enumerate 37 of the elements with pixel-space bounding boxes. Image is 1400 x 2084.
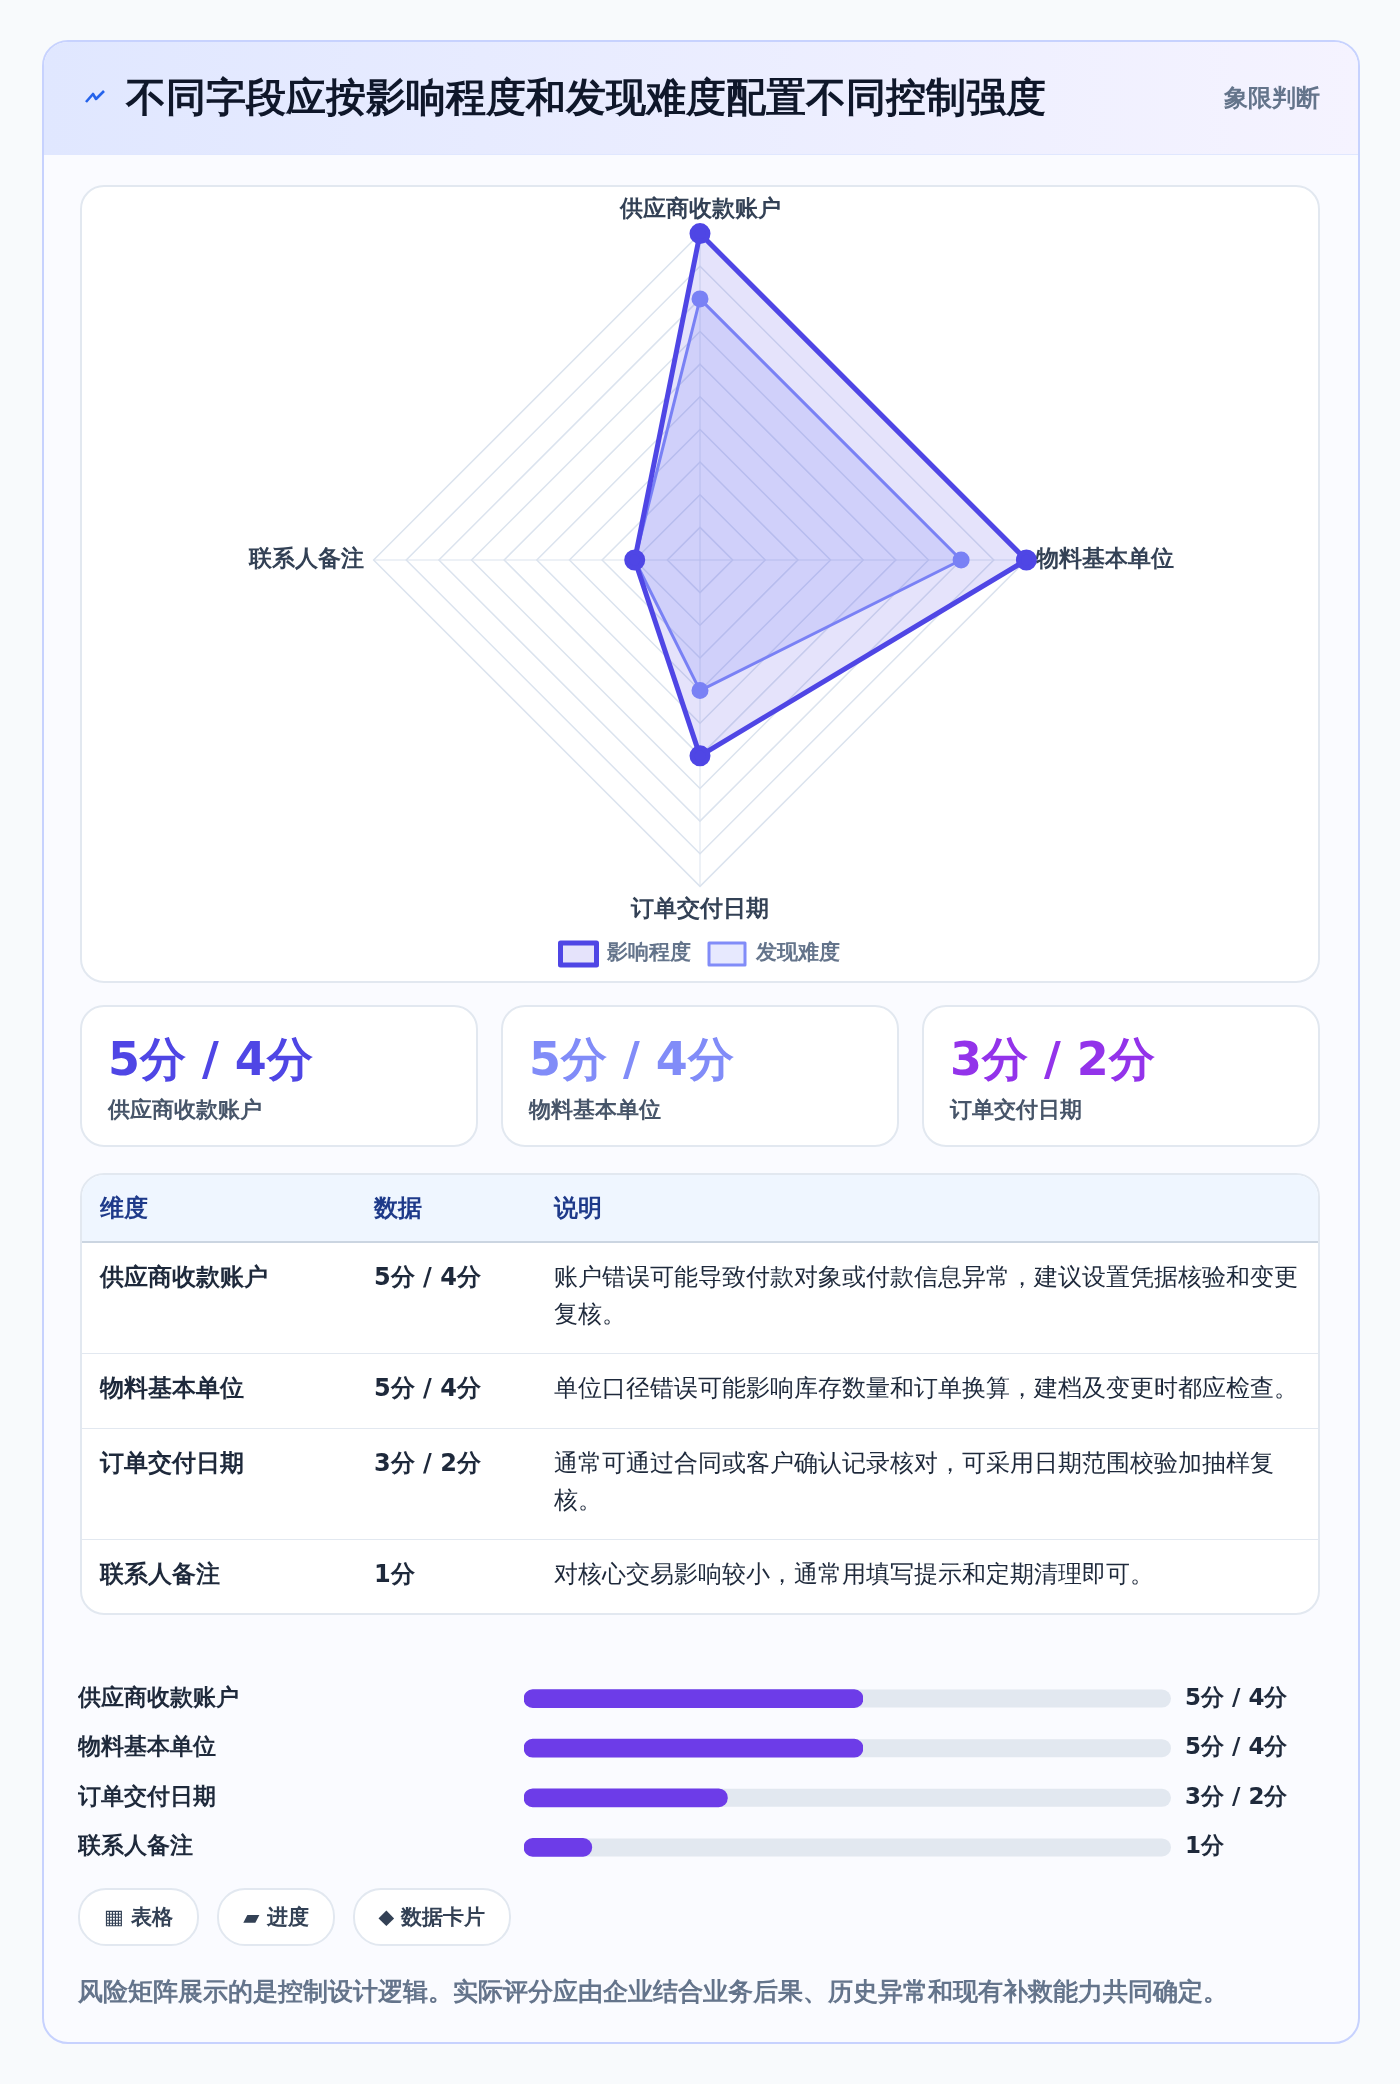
spoke-label: 物料基本单位 — [1035, 544, 1175, 571]
legend-label: 发现难度 — [754, 940, 840, 965]
text: 象限判断 — [1224, 83, 1320, 114]
text: 5分 / 4分 — [356, 1353, 536, 1429]
spoke-label: 供应商收款账户 — [618, 194, 781, 221]
legend-label: 影响程度 — [606, 940, 691, 965]
text: 数据 — [356, 1175, 536, 1242]
text: ▰ 进度 — [217, 1888, 335, 1946]
text: ⬥ 数据卡片 — [352, 1888, 511, 1946]
text: 3分 / 2分 — [1185, 1782, 1289, 1809]
text: 对核心交易影响较小，通常用填写提示和定期清理即可。 — [553, 1558, 1155, 1590]
text: 5分 / 4分 — [529, 1031, 734, 1088]
text: 风险矩阵展示的是控制设计逻辑。实际评分应由企业结合业务后果、历史异常和现有补救能力共同确定。 — [78, 1976, 1228, 2008]
text: 物料基本单位 — [529, 1096, 661, 1124]
y-tick-label: 供应商收款账户 — [77, 1683, 239, 1710]
text: 账户错误可能导致付款对象或付款信息异常，建议设置凭据核验和变更复核。 — [536, 1242, 1318, 1354]
text: 维度 — [82, 1175, 356, 1242]
text: ▦ 表格 — [78, 1888, 200, 1946]
text: 1分 — [1185, 1832, 1225, 1859]
text: 1分 — [373, 1558, 416, 1590]
text: 3分 / 2分 — [356, 1428, 536, 1540]
y-tick-label: 联系人备注 — [77, 1832, 193, 1859]
y-tick-label: 物料基本单位 — [77, 1733, 216, 1760]
text: 5分 / 4分 — [108, 1031, 313, 1088]
y-tick-label: 订单交付日期 — [77, 1782, 216, 1809]
text: 3分 / 2分 — [950, 1031, 1155, 1088]
text: 5分 / 4分 — [1185, 1733, 1289, 1760]
chart-title: 不同字段应按影响程度和发现难度配置不同控制强度 — [126, 73, 1046, 122]
text: 单位口径错误可能影响库存数量和订单换算，建档及变更时都应检查。 — [536, 1353, 1318, 1429]
text: 5分 / 4分 — [1185, 1683, 1289, 1710]
text: 订单交付日期 — [950, 1096, 1082, 1124]
spoke-label: 联系人备注 — [247, 544, 364, 571]
text: 说明 — [536, 1175, 1318, 1242]
text: 5分 / 4分 — [356, 1242, 536, 1354]
spoke-label: 订单交付日期 — [630, 895, 769, 922]
text: 通常可通过合同或客户确认记录核对，可采用日期范围校验加抽样复核。 — [536, 1428, 1318, 1540]
text: 供应商收款账户 — [108, 1096, 262, 1124]
